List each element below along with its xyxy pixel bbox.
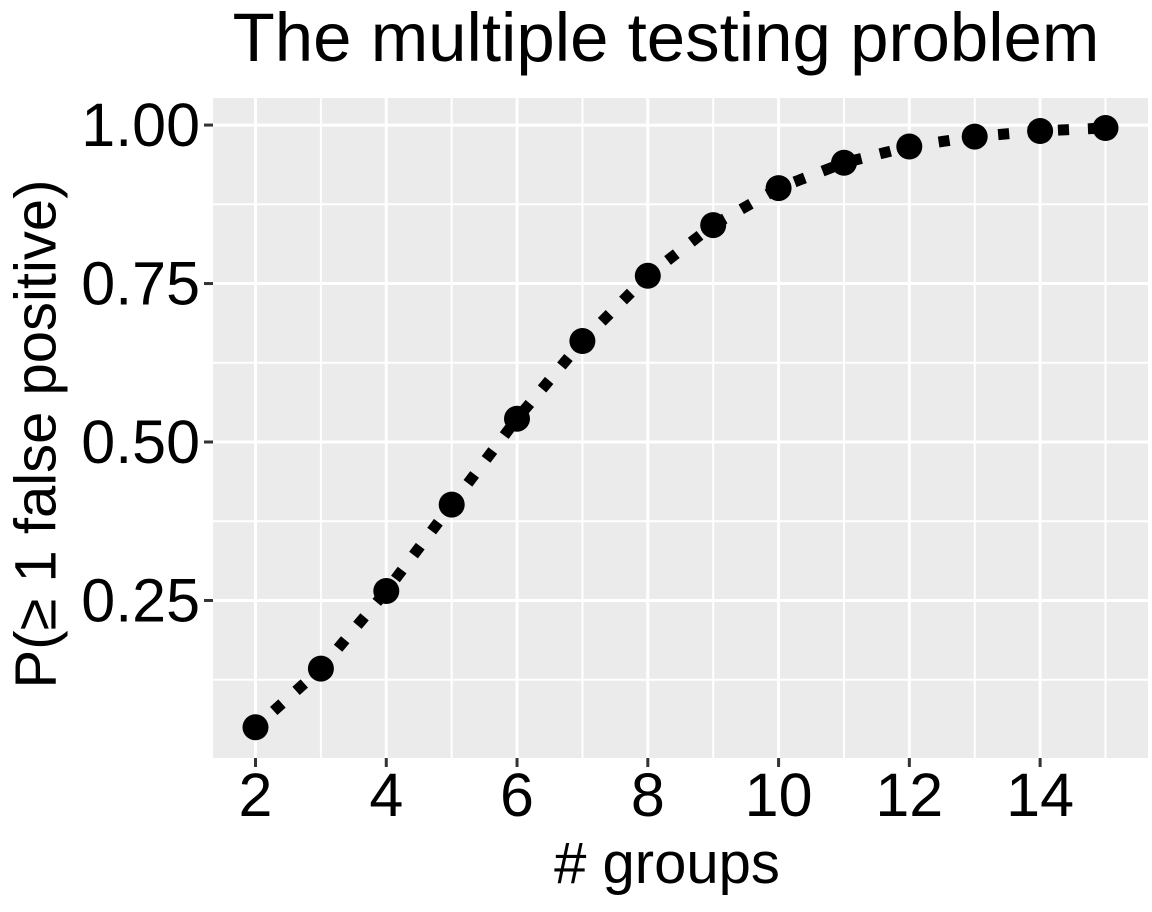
data-point: [504, 405, 530, 432]
x-tick-label: 14: [1006, 761, 1074, 829]
data-point: [961, 123, 988, 150]
x-axis-title: # groups: [554, 831, 780, 896]
data-point: [1092, 115, 1119, 141]
data-point: [569, 328, 596, 354]
data-point: [831, 149, 857, 176]
plot-panel: [213, 98, 1148, 758]
y-axis-title: P(≥ 1 false positive): [3, 179, 69, 689]
y-tick-label: 0.50: [81, 408, 200, 476]
y-tick-label: 0.75: [81, 250, 200, 318]
x-tick-label: 2: [239, 761, 273, 829]
data-point: [896, 133, 923, 160]
data-point: [242, 714, 269, 741]
y-tick-label: 1.00: [81, 91, 200, 159]
data-point: [1027, 118, 1054, 144]
data-point: [765, 175, 792, 202]
trend-line: [247, 122, 1112, 736]
x-tick-label: 8: [631, 761, 665, 829]
data-point: [373, 578, 400, 604]
data-point: [700, 212, 727, 239]
data-point: [438, 491, 465, 518]
x-tick-label: 6: [500, 761, 534, 829]
x-tick-label: 4: [369, 761, 403, 829]
data-point: [307, 655, 334, 682]
x-tick-label: 10: [745, 761, 813, 829]
data-point: [634, 262, 661, 289]
y-tick-label: 0.25: [81, 567, 200, 635]
plot-title: The multiple testing problem: [232, 0, 1100, 76]
x-tick-label: 12: [875, 761, 943, 829]
